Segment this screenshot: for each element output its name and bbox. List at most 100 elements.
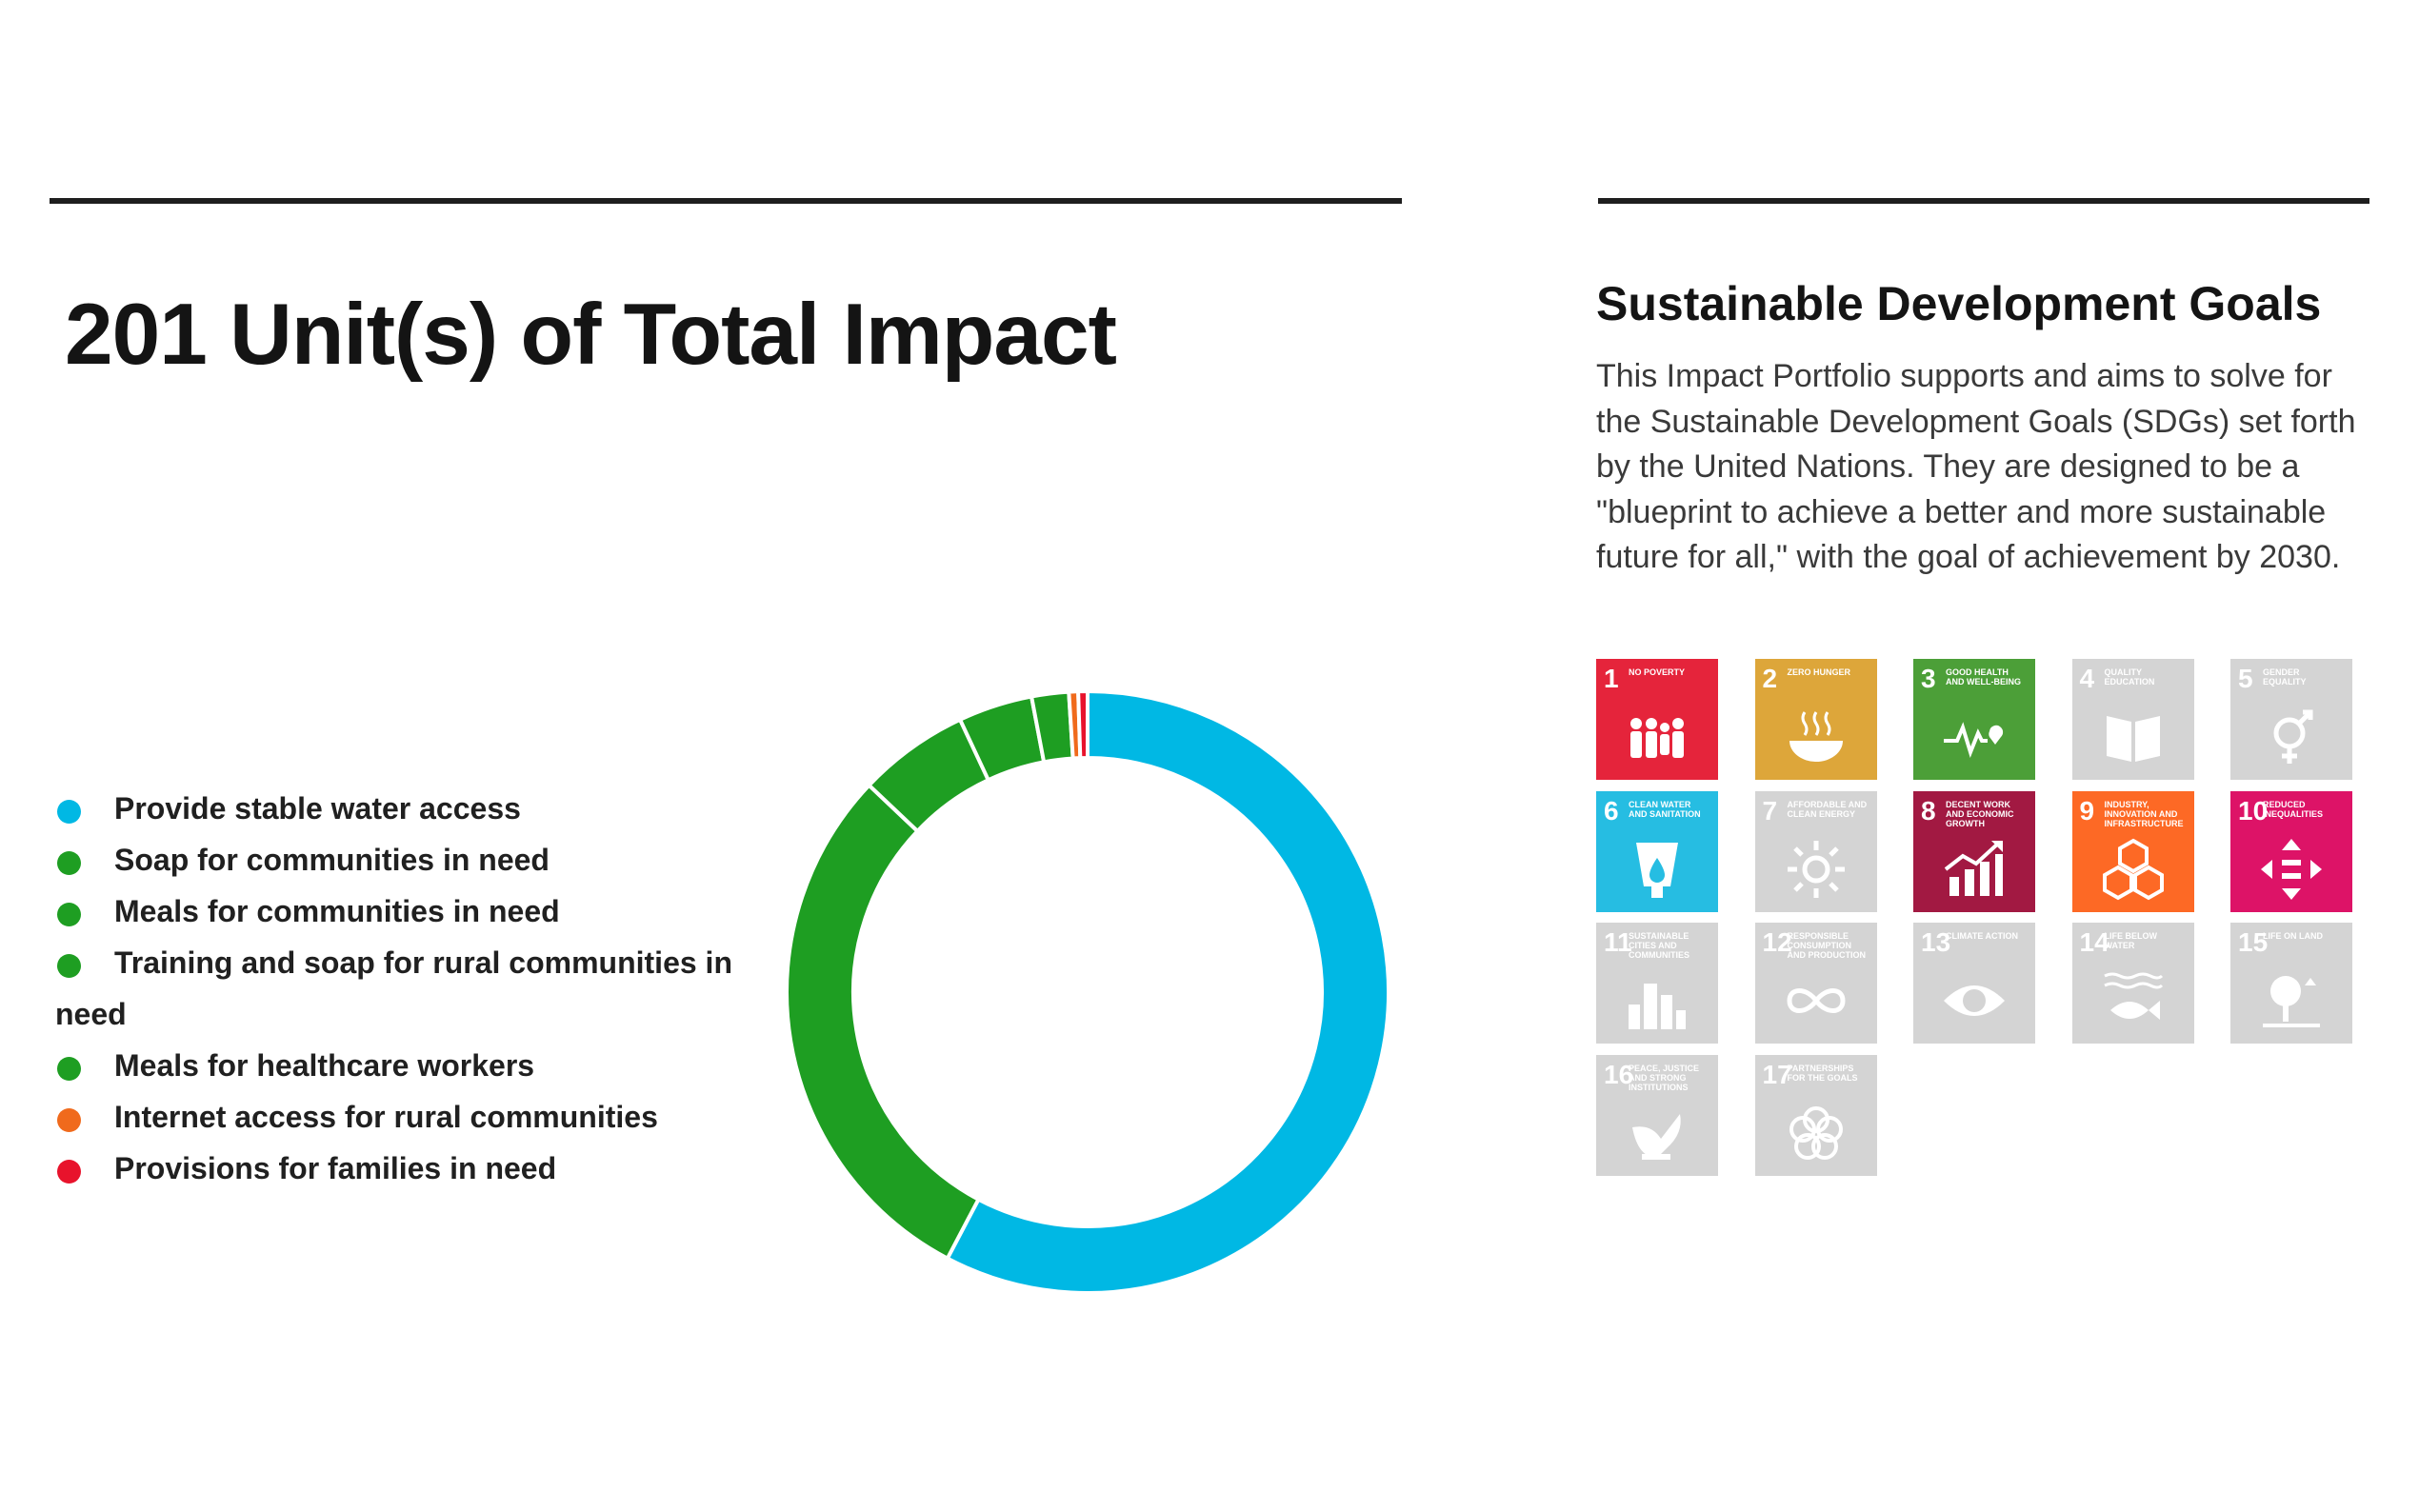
legend-swatch [57,1160,81,1184]
legend-item: Meals for communities in need [55,885,798,937]
page-title: 201 Unit(s) of Total Impact [65,287,1117,383]
sdg-label: Life below water [2104,931,2158,950]
sdg-number: 3 [1921,664,1936,693]
sdg-number: 9 [2079,795,2095,826]
donut-slice-7 [1076,688,1090,761]
sdg-number: 11 [1604,927,1632,957]
legend-label: Provisions for families in need [114,1151,557,1185]
sdg-label: Peace, justice and strong institutions [1629,1063,1700,1092]
sdg-number: 7 [1762,795,1778,826]
legend-label: Internet access for rural communities [114,1100,658,1134]
sdg-tile-11: 11 Sustainable cities and communities [1596,923,1718,1044]
sdg-number: 16 [1604,1059,1634,1089]
sdg-label: Decent work and economic growth [1946,799,2014,828]
legend-label: Soap for communities in need [114,843,550,877]
legend-label: Provide stable water access [114,791,521,826]
legend-swatch [57,1057,81,1081]
family-icon [1630,718,1684,758]
divider-left [50,198,1402,204]
sdg-label: Responsible consumption and production [1787,931,1867,960]
sdg-tile-4: 4 Quality education [2071,659,2194,780]
sdg-number: 17 [1762,1059,1792,1089]
sdg-label: Partnerships for the goals [1787,1063,1858,1083]
legend-item: Meals for healthcare workers [55,1040,798,1091]
cubes-icon [2102,838,2164,900]
legend-item: Provide stable water access [55,783,798,834]
sdg-tile-14: 14 Life below water [2071,923,2194,1044]
sdg-tile-7: 7 Affordable and clean energy [1754,790,1877,912]
eye-globe-icon [1944,985,2005,1016]
sdg-number: 14 [2079,927,2109,957]
sdg-label: Affordable and clean energy [1787,799,1868,819]
sdg-tile-8: 8 Decent work and economic growth [1913,790,2035,912]
sdg-number: 12 [1762,927,1792,957]
donut-slice-1 [945,688,1390,1295]
sdg-tile-9: 9 Industry, innovation and infrastructure [2071,790,2194,912]
gender-icon [2273,709,2313,764]
dove-icon [1632,1113,1681,1160]
sdg-tile-10: 10 Reduced inequalities [2230,790,2352,912]
sdg-title: Sustainable Development Goals [1596,277,2322,330]
sun-icon [1787,840,1845,898]
legend-item: Internet access for rural communities [55,1091,798,1143]
sdg-description: This Impact Portfolio supports and aims … [1596,358,2356,575]
sdg-label: Sustainable cities and communities [1629,931,1689,960]
legend-label-continuation: need [55,997,127,1031]
tree-icon [2263,976,2320,1027]
legend-swatch [57,903,81,926]
legend-swatch [57,851,81,875]
sdg-label: Climate action [1946,931,2018,941]
sdg-goal-grid: 1 No poverty 2 Zero hunger 3 Good health and … [1596,659,2377,1176]
sdg-label: Zero hunger [1787,667,1851,677]
sdg-tile-5: 5 Gender equality [2230,659,2352,780]
donut-slice-2 [785,782,982,1262]
sdg-label: Good health and well-being [1946,667,2021,686]
sdg-label: Gender equality [2263,667,2307,686]
sdg-label: Life on land [2263,931,2323,941]
sdg-label: Clean water and sanitation [1629,799,1701,819]
sdg-tile-12: 12 Responsible consumption and production [1754,923,1877,1044]
sdg-tile-2: 2 Zero hunger [1754,659,1877,780]
legend-swatch [57,954,81,978]
arrows-icon [2261,838,2322,900]
sdg-number: 10 [2238,795,2269,826]
sdg-tile-17: 17 Partnerships for the goals [1754,1054,1877,1176]
sdg-tile-6: 6 Clean water and sanitation [1596,790,1718,912]
legend-label: Meals for healthcare workers [114,1048,535,1083]
sdg-number: 15 [2238,927,2269,957]
sdg-tile-3: 3 Good health and well-being [1913,659,2035,780]
bowl-icon [1789,711,1843,762]
legend-item: Provisions for families in need [55,1143,798,1194]
sdg-number: 1 [1604,664,1619,693]
legend-item: Training and soap for rural communities … [55,937,798,1040]
flower-icon [1789,1105,1843,1160]
chart-legend: Provide stable water access Soap for com… [55,783,798,1194]
legend-swatch [57,800,81,824]
sdg-number: 8 [1921,795,1936,826]
sdg-number: 4 [2079,664,2095,693]
city-icon [1629,984,1686,1029]
heartbeat-icon [1944,722,2004,759]
sdg-tile-1: 1 No poverty [1596,659,1718,780]
sdg-number: 2 [1762,664,1778,693]
growth-chart-icon [1944,840,2003,896]
water-drop-icon [1636,842,1678,898]
book-icon [2106,716,2160,762]
sdg-label: Industry, innovation and infrastructure [2104,799,2184,828]
legend-swatch [57,1108,81,1132]
legend-label: Meals for communities in need [114,894,560,928]
legend-label: Training and soap for rural communities … [114,945,732,980]
infinity-icon [1786,988,1846,1013]
sdg-tile-13: 13 Climate action [1913,923,2035,1044]
sdg-number: 13 [1921,927,1951,957]
sdg-label: No poverty [1629,667,1686,677]
sdg-tile-15: 15 Life on land [2230,923,2352,1044]
sdg-number: 6 [1604,795,1619,826]
divider-right [1598,198,2369,204]
sdg-number: 5 [2238,664,2253,693]
sdg-tile-16: 16 Peace, justice and strong institutions [1596,1054,1718,1176]
fish-icon [2103,972,2163,1020]
legend-item: Soap for communities in need [55,834,798,885]
sdg-label: Quality education [2104,667,2155,686]
sdg-label: Reduced inequalities [2263,799,2324,819]
